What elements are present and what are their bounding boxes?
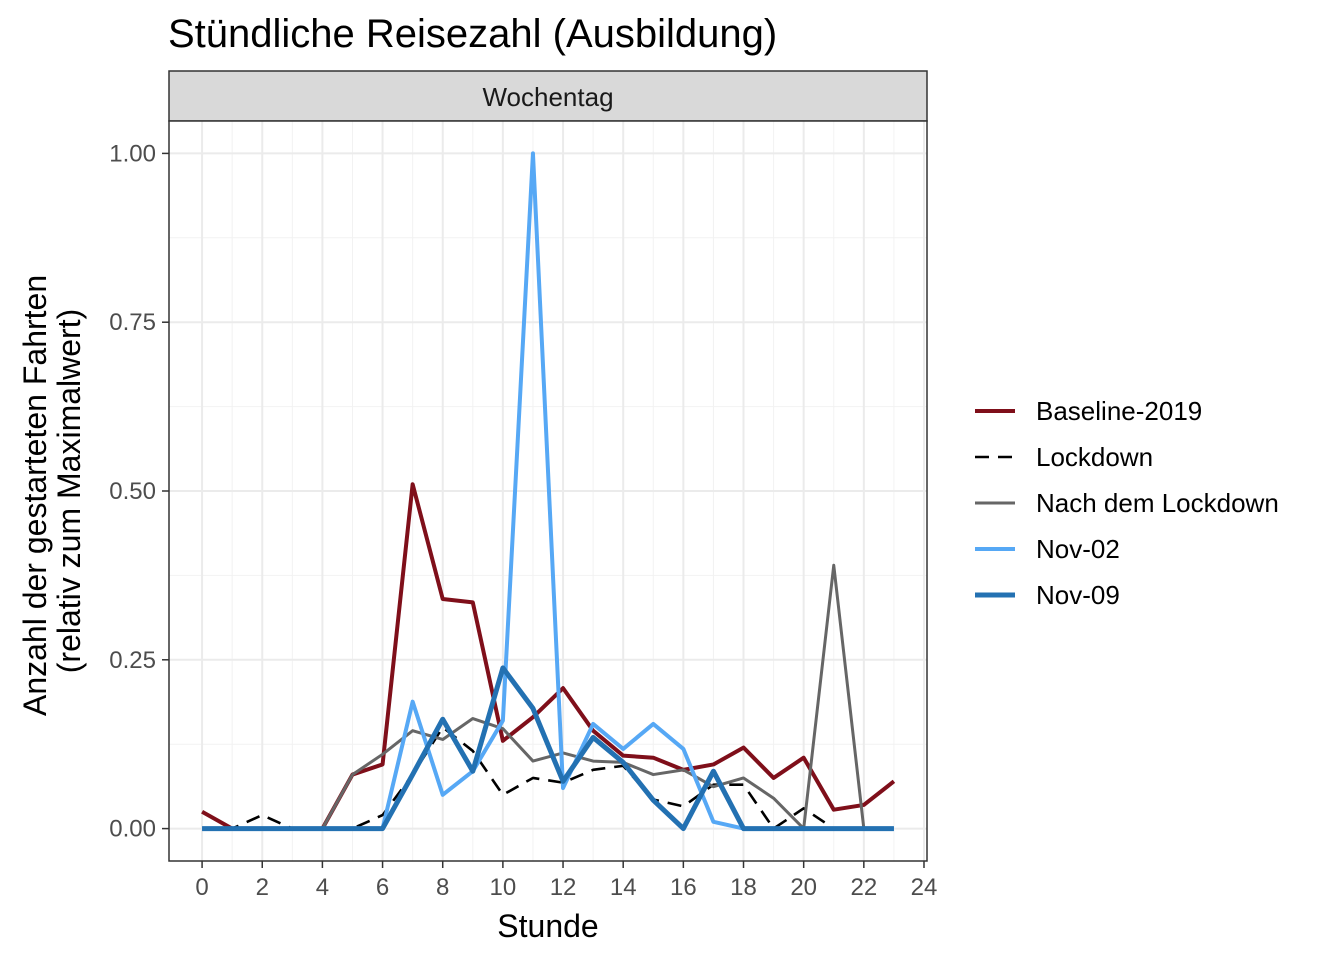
legend-label: Nov-09: [1036, 580, 1120, 610]
y-tick-label: 0.50: [109, 478, 156, 505]
x-axis: 0 2 4 6 8 10 12 14 16 18 20 22 24: [195, 861, 937, 901]
x-tick-label: 14: [610, 874, 637, 901]
y-tick-label: 0.00: [109, 816, 156, 843]
y-tick-label: 0.25: [109, 647, 156, 674]
x-tick-label: 12: [550, 874, 577, 901]
chart-title: Stündliche Reisezahl (Ausbildung): [168, 12, 777, 56]
y-axis-title: Anzahl der gestarteten Fahrten (relativ …: [17, 266, 87, 716]
x-tick-label: 2: [256, 874, 269, 901]
y-tick-label: 1.00: [109, 140, 156, 167]
x-tick-label: 6: [376, 874, 389, 901]
x-tick-label: 4: [316, 874, 329, 901]
y-axis-title-line-1: Anzahl der gestarteten Fahrten: [17, 275, 53, 716]
y-axis: 0.00 0.25 0.50 0.75 1.00: [109, 140, 169, 843]
x-axis-title: Stunde: [497, 908, 598, 944]
x-tick-label: 16: [670, 874, 697, 901]
x-tick-label: 22: [850, 874, 877, 901]
legend: Baseline-2019 Lockdown Nach dem Lockdown No…: [975, 396, 1279, 610]
legend-label: Nov-02: [1036, 534, 1120, 564]
x-tick-label: 24: [911, 874, 938, 901]
series-line-nov-09: [202, 665, 894, 832]
facet-strip-label: Wochentag: [482, 82, 613, 112]
series-layer: [201, 151, 896, 832]
x-tick-label: 0: [195, 874, 208, 901]
facet-strip: Wochentag: [168, 70, 928, 122]
x-tick-label: 20: [790, 874, 817, 901]
legend-label: Nach dem Lockdown: [1036, 488, 1279, 518]
plot-panel: [168, 120, 928, 862]
y-tick-label: 0.75: [109, 309, 156, 336]
x-tick-label: 8: [436, 874, 449, 901]
x-tick-label: 18: [730, 874, 757, 901]
legend-label: Lockdown: [1036, 442, 1153, 472]
y-axis-title-line-2: (relativ zum Maximalwert): [51, 309, 87, 673]
x-tick-label: 10: [490, 874, 517, 901]
legend-label: Baseline-2019: [1036, 396, 1202, 426]
